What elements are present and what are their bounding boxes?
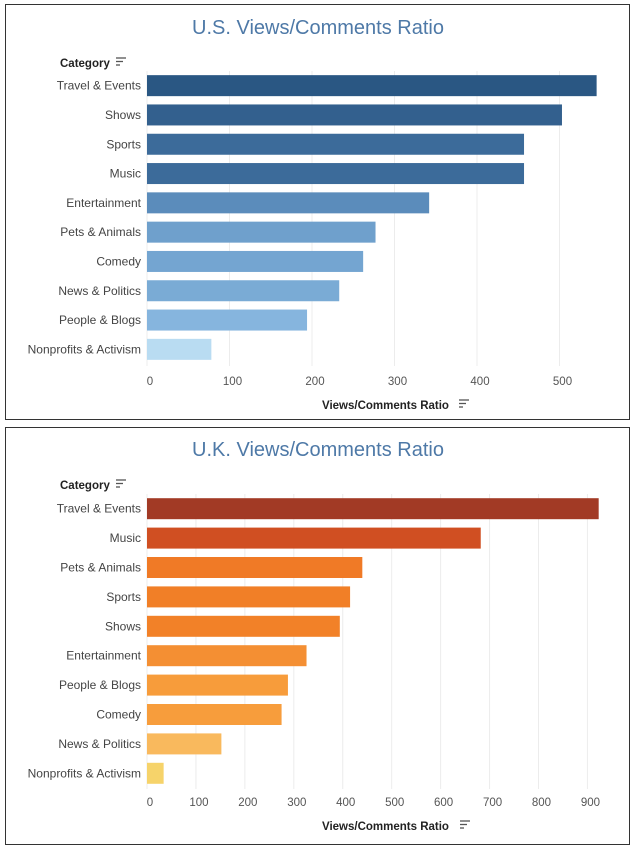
uk-bar[interactable] xyxy=(147,527,481,549)
uk-x-tick-label: 700 xyxy=(483,797,502,809)
uk-x-axis-title: Views/Comments Ratio xyxy=(322,821,449,833)
us-category-label: Nonprofits & Activism xyxy=(28,342,141,356)
us-x-tick-label: 100 xyxy=(223,376,242,388)
us-x-tick-label: 0 xyxy=(147,376,153,388)
uk-category-label: Pets & Animals xyxy=(60,561,141,575)
uk-bar[interactable] xyxy=(147,645,307,667)
us-bar[interactable] xyxy=(147,75,597,97)
us-bar[interactable] xyxy=(147,104,562,126)
us-bar[interactable] xyxy=(147,163,525,185)
uk-category-header: Category xyxy=(60,480,110,492)
uk-x-tick-label: 100 xyxy=(189,797,208,809)
us-category-label: Pets & Animals xyxy=(60,225,141,239)
uk-bar[interactable] xyxy=(147,762,164,784)
uk-bar[interactable] xyxy=(147,557,363,578)
uk-bar[interactable] xyxy=(147,704,282,725)
us-category-label: Music xyxy=(110,167,141,181)
us-x-tick-label: 200 xyxy=(305,376,324,388)
us-bar[interactable] xyxy=(147,280,340,302)
uk-category-label: News & Politics xyxy=(58,737,141,751)
us-bar[interactable] xyxy=(147,338,212,360)
uk-chart-panel: U.K. Views/Comments Ratio Category Views… xyxy=(5,427,630,845)
uk-axis-sort-icon[interactable] xyxy=(460,820,470,829)
us-category-label: News & Politics xyxy=(58,284,141,298)
us-chart-panel: U.S. Views/Comments Ratio Category Views… xyxy=(5,4,630,420)
us-category-label: Entertainment xyxy=(66,196,141,210)
us-category-label: People & Blogs xyxy=(59,313,141,327)
uk-bar-chart: U.K. Views/Comments Ratio Category Views… xyxy=(28,439,600,833)
uk-category-label: Comedy xyxy=(96,708,141,722)
uk-bar[interactable] xyxy=(147,498,599,520)
uk-category-label: People & Blogs xyxy=(59,678,141,692)
us-category-sort-icon[interactable] xyxy=(116,57,126,66)
us-category-label: Comedy xyxy=(96,254,141,268)
us-x-tick-label: 500 xyxy=(553,376,572,388)
us-bar[interactable] xyxy=(147,133,525,155)
uk-category-label: Shows xyxy=(105,619,141,633)
us-x-tick-label: 400 xyxy=(470,376,489,388)
uk-bar[interactable] xyxy=(147,586,351,608)
us-x-tick-label: 300 xyxy=(388,376,407,388)
uk-category-label: Travel & Events xyxy=(57,502,141,516)
us-category-label: Sports xyxy=(106,137,141,151)
uk-bar[interactable] xyxy=(147,674,288,696)
us-category-label: Travel & Events xyxy=(57,79,141,93)
us-bar[interactable] xyxy=(147,250,364,272)
uk-x-tick-label: 400 xyxy=(336,797,355,809)
uk-category-sort-icon[interactable] xyxy=(116,479,126,488)
us-category-header: Category xyxy=(60,58,110,70)
uk-x-tick-label: 300 xyxy=(287,797,306,809)
uk-bar[interactable] xyxy=(147,733,222,755)
uk-x-tick-label: 500 xyxy=(385,797,404,809)
uk-category-label: Music xyxy=(110,531,141,545)
uk-x-tick-label: 200 xyxy=(238,797,257,809)
uk-bar[interactable] xyxy=(147,615,340,637)
us-category-label: Shows xyxy=(105,108,141,122)
uk-x-tick-label: 800 xyxy=(532,797,551,809)
uk-category-label: Entertainment xyxy=(66,649,141,663)
uk-category-label: Sports xyxy=(106,590,141,604)
us-axis-sort-icon[interactable] xyxy=(459,399,469,408)
us-bar-chart: U.S. Views/Comments Ratio Category Views… xyxy=(28,17,597,412)
us-x-axis-title: Views/Comments Ratio xyxy=(322,400,449,412)
uk-x-tick-label: 0 xyxy=(147,797,153,809)
us-chart-title: U.S. Views/Comments Ratio xyxy=(192,17,444,39)
us-bar[interactable] xyxy=(147,192,430,214)
uk-x-tick-label: 900 xyxy=(581,797,600,809)
uk-category-label: Nonprofits & Activism xyxy=(28,766,141,780)
us-bar[interactable] xyxy=(147,221,376,243)
uk-chart-title: U.K. Views/Comments Ratio xyxy=(192,439,444,461)
us-bar[interactable] xyxy=(147,309,308,331)
uk-x-tick-label: 600 xyxy=(434,797,453,809)
